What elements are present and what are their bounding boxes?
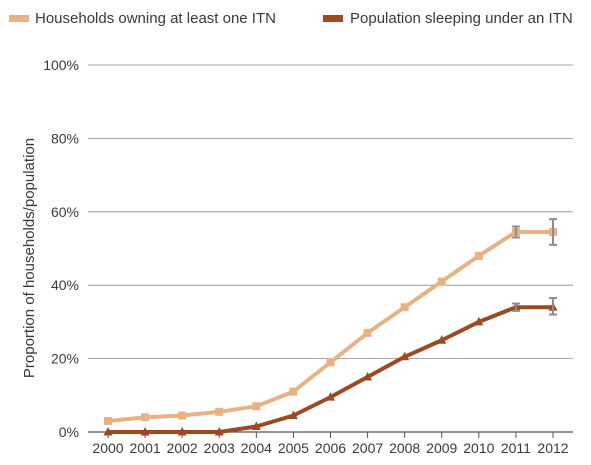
gridlines [88, 64, 573, 433]
data-point [251, 421, 261, 430]
data-point [140, 427, 150, 436]
x-tick-label: 2000 [92, 440, 123, 456]
x-tick-label: 2004 [241, 440, 272, 456]
y-tick-label: 80% [51, 130, 79, 146]
series-1 [103, 297, 558, 436]
data-point [326, 358, 335, 367]
y-tick-label: 20% [51, 351, 79, 367]
data-point [437, 277, 446, 286]
error-bar [549, 297, 557, 316]
y-axis-ticks: 0% 20% 40% 60% 80% 100% [43, 57, 79, 440]
error-bar [511, 302, 520, 312]
data-point [178, 411, 187, 420]
series-layer [103, 218, 558, 436]
x-tick-label: 2008 [389, 440, 420, 456]
data-point [252, 402, 261, 411]
series-0 [104, 218, 557, 425]
legend: Households owning at least one ITN Popul… [9, 10, 573, 27]
data-point [177, 427, 187, 436]
data-point [437, 335, 447, 344]
y-axis-title: Proportion of households/population [21, 138, 38, 378]
x-axis-ticks: 2000 2001 2002 2003 2004 2005 2006 2007 2008 2009… [92, 432, 569, 456]
data-point [400, 303, 409, 312]
legend-swatch-households [9, 15, 29, 22]
data-point [289, 387, 298, 396]
data-point [474, 251, 483, 260]
series-line [106, 305, 555, 434]
y-tick-label: 40% [51, 277, 79, 293]
data-point [288, 410, 298, 419]
data-point [363, 371, 373, 381]
data-point [141, 413, 150, 422]
error-bar [511, 225, 520, 239]
y-tick-label: 60% [51, 204, 79, 220]
error-bar [549, 218, 557, 246]
x-tick-label: 2012 [537, 440, 568, 456]
x-tick-label: 2003 [204, 440, 235, 456]
data-point [214, 427, 224, 436]
x-tick-label: 2006 [315, 440, 346, 456]
x-tick-label: 2010 [463, 440, 494, 456]
legend-label-households: Households owning at least one ITN [35, 10, 276, 27]
y-tick-label: 100% [43, 57, 79, 73]
y-tick-label: 0% [59, 424, 79, 440]
x-tick-label: 2005 [278, 440, 309, 456]
x-tick-label: 2009 [426, 440, 457, 456]
legend-swatch-population [323, 15, 343, 22]
data-point [326, 392, 335, 401]
x-tick-label: 2002 [167, 440, 198, 456]
data-point [474, 316, 484, 326]
data-point [363, 328, 372, 337]
x-tick-label: 2001 [130, 440, 161, 456]
data-point [400, 351, 410, 361]
data-point [104, 416, 112, 425]
data-point [215, 407, 224, 416]
data-point [103, 427, 113, 436]
x-tick-label: 2011 [501, 440, 531, 456]
legend-label-population: Population sleeping under an ITN [350, 10, 573, 27]
x-tick-label: 2007 [352, 440, 383, 456]
